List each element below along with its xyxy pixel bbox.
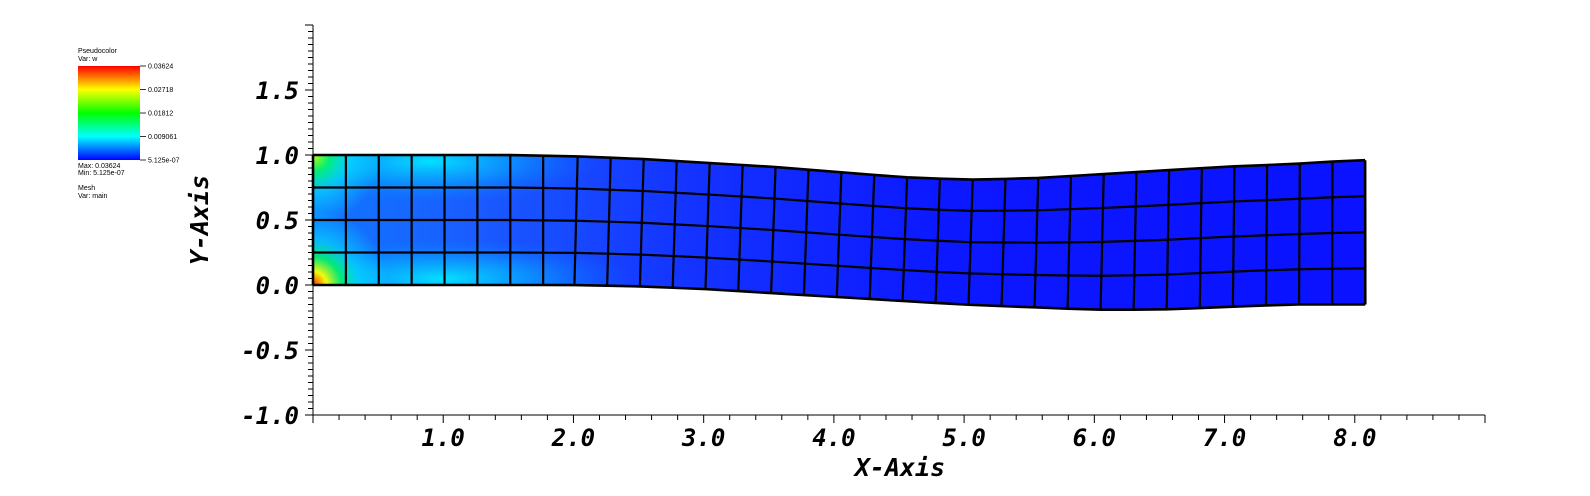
legend: Pseudocolor Var: w 0.03624 0.02718 0.01812… [78,48,180,200]
x-axis-title: X-Axis [853,453,945,482]
x-axis-tick-labels: 1.0 2.0 3.0 4.0 5.0 6.0 7.0 8.0 [422,424,1377,452]
mesh-column-line [1033,177,1040,308]
mesh-column-line [638,159,645,287]
mesh-column-line [868,174,876,300]
mesh-column-line [934,178,942,303]
x-tick-label: 5.0 [942,424,985,452]
x-tick-label: 8.0 [1333,424,1376,452]
mesh-column-line [671,161,678,288]
mesh-column-line [1099,174,1105,310]
y-tick-label: 0.5 [256,207,299,235]
colorbar-tick-label: 5.125e-07 [148,158,180,165]
x-tick-label: 6.0 [1073,424,1116,452]
mesh-column-line [967,179,974,305]
mesh-column-line [606,157,612,286]
x-tick-label: 2.0 [551,424,595,452]
mesh-column-line [737,164,744,292]
mesh-column-line [835,172,843,298]
colorbar [78,66,140,160]
y-tick-label: 1.0 [256,142,299,170]
x-axis-ticks [312,415,1486,423]
mesh-column-line [1297,163,1301,305]
legend-pseudocolor-var: Var: w [78,56,98,63]
y-tick-label: -0.5 [241,337,299,365]
x-tick-label: 1.0 [422,424,465,452]
x-tick-label: 4.0 [812,424,855,452]
mesh-field [313,155,1366,310]
y-axis-ticks [305,24,313,416]
y-tick-label: 0.0 [256,272,299,300]
mesh-column-line [1132,172,1138,310]
mesh-column-line [573,156,579,286]
y-tick-label: -1.0 [241,402,299,430]
legend-mesh-label: Mesh [78,185,95,192]
mesh-column-line [1231,166,1236,307]
legend-max: Max: 0.03624 [78,163,121,170]
legend-mesh-var: Var: main [78,193,108,200]
mesh-column-line [1066,175,1073,309]
x-tick-label: 7.0 [1203,424,1246,452]
mesh-column-line [1000,178,1007,307]
hot-spot-top [313,155,381,223]
colorbar-ticks: 0.03624 0.02718 0.01812 0.009061 5.125e-07 [140,64,180,165]
mesh-row-line [313,283,1366,311]
mesh-column-line [769,167,777,294]
hot-spot-bottom [313,210,388,310]
mesh-column-line [901,177,909,301]
y-axis-title: Y-Axis [185,175,214,265]
mesh-column-line [1198,168,1203,309]
legend-plot-type: Pseudocolor [78,48,118,55]
mesh-column-line [1264,165,1269,306]
mesh-column-line [1165,170,1171,310]
colorbar-tick-label: 0.009061 [148,134,177,141]
mesh-column-line [704,162,711,290]
mesh-column-line [802,169,810,296]
y-tick-label: 1.5 [256,77,299,105]
colorbar-tick-label: 0.02718 [148,87,173,94]
x-tick-label: 3.0 [681,424,725,452]
legend-min: Min: 5.125e-07 [78,170,125,177]
colorbar-tick-label: 0.01812 [148,111,173,118]
y-axis-tick-labels: -1.0 -0.5 0.0 0.5 1.0 1.5 [241,77,299,430]
colorbar-tick-label: 0.03624 [148,64,173,71]
